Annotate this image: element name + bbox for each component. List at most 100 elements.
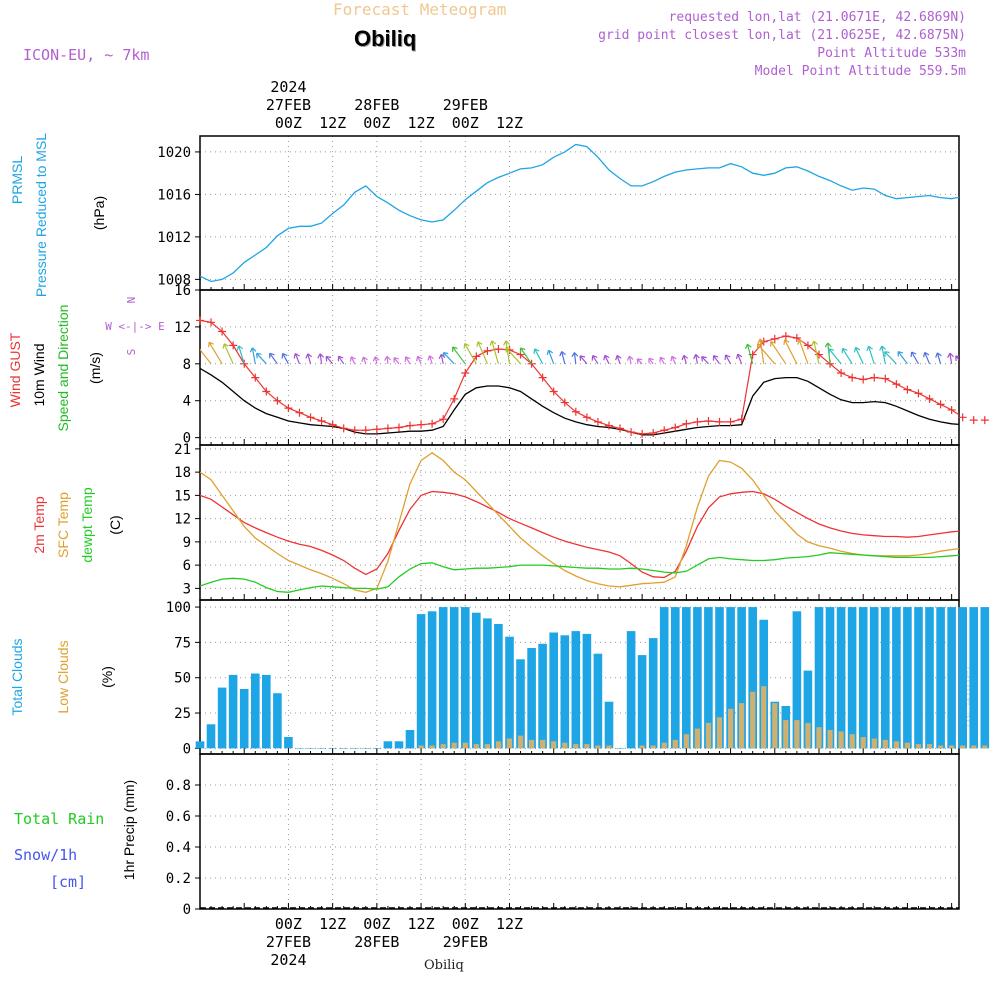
wind-arrow <box>910 351 919 365</box>
wind-arrow <box>384 355 391 364</box>
total-cloud-bar <box>273 693 282 749</box>
gust-marker <box>439 415 448 424</box>
wind-arrow <box>463 343 477 365</box>
wind-arrow <box>476 341 488 365</box>
date-label-top: 29FEB <box>443 96 488 114</box>
gust-marker <box>417 420 426 429</box>
wind-arrow <box>897 351 908 365</box>
time-tick-label-bottom: 12Z <box>319 915 346 933</box>
total-cloud-bar <box>306 748 315 749</box>
low-cloud-bar <box>750 691 756 749</box>
ylabel-total-clouds: Total Clouds <box>9 638 25 715</box>
gust-marker <box>936 400 945 409</box>
wind-arrow <box>947 352 954 364</box>
gust-marker <box>671 423 680 432</box>
wind-arrow <box>968 355 974 364</box>
total-cloud-bar <box>869 607 879 749</box>
ytick-label: 12 <box>174 320 191 336</box>
gust-marker <box>218 327 227 336</box>
total-cloud-bar <box>792 611 802 749</box>
wind-arrow <box>200 348 212 365</box>
total-cloud-bar <box>836 607 846 749</box>
total-cloud-bar <box>925 607 934 749</box>
ylabel-speed-direction: Speed and Direction <box>55 305 71 432</box>
total-cloud-bar <box>383 741 393 749</box>
ytick-label: 3 <box>183 581 191 597</box>
total-cloud-bar <box>881 607 890 749</box>
low-cloud-bar <box>783 720 789 749</box>
footer-station: Obiliq <box>424 958 464 973</box>
gust-marker <box>770 334 779 343</box>
low-cloud-bar <box>893 741 899 749</box>
series-2m-temp <box>200 490 959 579</box>
total-cloud-bar <box>228 674 238 749</box>
gust-marker <box>472 352 481 361</box>
total-cloud-bar <box>560 635 570 749</box>
low-cloud-bar <box>650 745 656 749</box>
gust-marker <box>339 424 348 433</box>
low-cloud-bar <box>595 745 601 749</box>
gust-marker <box>571 407 580 416</box>
wind-arrow <box>489 340 500 364</box>
wind-arrow <box>372 356 380 364</box>
total-cloud-bar <box>527 648 536 749</box>
ytick-label: 6 <box>183 558 191 574</box>
ytick-label: 100 <box>166 600 191 616</box>
total-cloud-bar <box>615 748 625 749</box>
wind-arrow <box>427 355 434 364</box>
total-cloud-bar <box>217 687 227 749</box>
low-cloud-bar <box>639 745 645 749</box>
total-cloud-bar <box>350 748 359 749</box>
ytick-label: 8 <box>183 357 191 373</box>
total-cloud-bar <box>405 730 415 749</box>
wind-arrow <box>559 351 566 364</box>
ylabel-sfc-temp: SFC Temp <box>55 492 71 558</box>
low-cloud-bar <box>606 745 612 749</box>
gust-marker <box>350 426 359 435</box>
gust-marker <box>372 425 381 434</box>
compass-west-east: W <-|-> E <box>105 320 165 333</box>
station-name: Obiliq <box>354 26 417 51</box>
gust-marker <box>196 316 204 325</box>
low-cloud-bar <box>440 744 446 749</box>
compass-rose: N W <-|-> E S <box>105 297 165 356</box>
total-cloud-bar <box>461 607 470 749</box>
wind-arrow <box>571 352 579 364</box>
point-altitude: Point Altitude 533m <box>817 46 966 61</box>
gust-marker <box>593 417 602 426</box>
total-cloud-bar <box>516 659 525 749</box>
gust-marker <box>604 421 613 430</box>
time-tick-label-top: 12Z <box>496 114 523 132</box>
total-cloud-bar <box>582 633 592 749</box>
wind-arrow <box>745 343 754 364</box>
time-tick-label-bottom: 00Z <box>275 915 302 933</box>
ytick-label: 16 <box>174 283 191 299</box>
ylabel-precip: 1hr Precip (mm) <box>121 780 137 880</box>
total-cloud-bar <box>494 624 503 749</box>
gust-marker <box>317 417 326 426</box>
wind-arrow <box>879 345 886 364</box>
time-tick-label-top: 00Z <box>363 114 390 132</box>
wind-arrow <box>626 355 634 364</box>
gust-marker <box>892 380 901 389</box>
low-cloud-bar <box>960 745 966 749</box>
gust-marker <box>328 420 337 429</box>
total-cloud-bar <box>505 636 514 749</box>
low-cloud-bar <box>838 731 844 749</box>
total-cloud-bar <box>483 618 492 749</box>
compass-south: S <box>125 349 138 356</box>
wind-arrow <box>579 355 588 365</box>
total-cloud-bar <box>825 607 835 749</box>
ytick-label: 25 <box>174 706 191 722</box>
wind-arrow <box>505 346 521 365</box>
wind-arrow <box>659 356 666 365</box>
gust-marker <box>527 359 536 368</box>
wind-arrow <box>757 338 765 364</box>
time-axis: 00Z27FEB202400Z27FEB202412Z12Z00Z28FEB00… <box>266 78 523 969</box>
legend-total-rain: Total Rain <box>14 810 104 828</box>
gust-marker <box>229 341 238 350</box>
wind-arrow <box>636 358 643 365</box>
ytick-label: 1016 <box>157 187 191 203</box>
ytick-label: 4 <box>183 394 191 410</box>
wind-arrow <box>724 354 732 365</box>
